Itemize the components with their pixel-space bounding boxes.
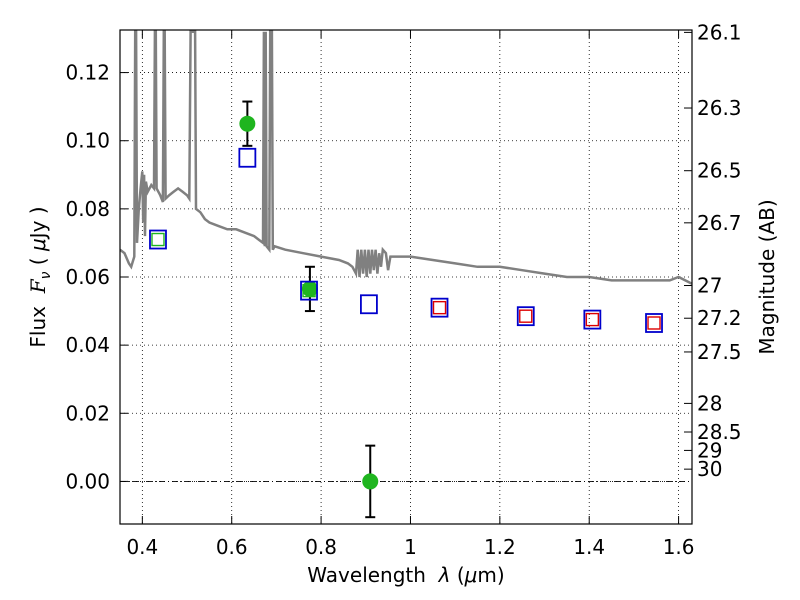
x-axis-label-unit: m) (477, 563, 504, 587)
y-tick-label: 0.00 (65, 469, 110, 493)
y-tick-label: 0.10 (65, 129, 110, 153)
model-square (583, 309, 602, 330)
model-square-inner (151, 232, 165, 247)
y2-tick-label: 26.1 (697, 20, 742, 44)
y-tick-label: 0.02 (65, 401, 110, 425)
model-square-inner (519, 309, 533, 323)
model-square (149, 229, 167, 250)
y-tick-label: 0.12 (65, 61, 110, 85)
y-axis-label-var: F (26, 278, 50, 294)
y-axis-label-mid: ( (26, 251, 50, 272)
model-square (516, 306, 535, 327)
observed-point (362, 473, 379, 490)
y-axis-label-sub: ν (38, 271, 54, 279)
data-points (149, 100, 663, 519)
y2-tick-label: 28.5 (697, 420, 742, 444)
model-square-inner (432, 300, 447, 315)
y-axis-label-prefix: Flux (26, 293, 50, 347)
x-tick-label: 1.4 (573, 535, 605, 559)
y2-tick-label: 26.5 (697, 159, 742, 183)
observed-point (239, 115, 256, 132)
x-tick-label: 1.6 (663, 535, 695, 559)
y-tick-label: 0.08 (65, 197, 110, 221)
y-tick-label: 0.06 (65, 265, 110, 289)
y-axis-label-mu: μ (26, 238, 50, 252)
model-square (238, 147, 257, 168)
model-square (360, 294, 378, 315)
y-axis-label: Flux Fν ( μJy ) (26, 206, 54, 347)
x-axis-label-mu: μ (464, 563, 478, 587)
y2-tick-label: 29 (697, 438, 722, 462)
x-tick-label: 0.6 (216, 535, 248, 559)
y-tick-label: 0.04 (65, 333, 110, 357)
x-tick-label: 1 (404, 535, 417, 559)
x-tick-label: 0.8 (305, 535, 337, 559)
model-square-inner (585, 312, 600, 327)
model-spectrum (120, 30, 692, 285)
y2-tick-label: 27.2 (697, 306, 742, 330)
x-axis-label: Wavelength λ (μm) (307, 563, 504, 587)
y2-tick-label: 28 (697, 391, 722, 415)
x-axis-label-var: λ (438, 563, 451, 587)
model-square (645, 313, 663, 333)
model-square (430, 297, 449, 318)
model-square-inner (302, 283, 316, 298)
grid-lines (120, 30, 692, 524)
y2-tick-label: 27.5 (697, 340, 742, 364)
y2-axis-label: Magnitude (AB) (755, 199, 779, 354)
spectrum-line (120, 30, 692, 285)
y2-tick-label: 27 (697, 274, 722, 298)
y2-tick-label: 30 (697, 457, 722, 481)
y-axis-label-unit: Jy ) (26, 206, 50, 240)
x-tick-label: 0.4 (126, 535, 158, 559)
model-square (300, 280, 318, 301)
x-axis-label-mid: ( (451, 563, 465, 587)
plot-frame (119, 29, 693, 525)
model-square-inner (647, 316, 661, 330)
x-axis-label-prefix: Wavelength (307, 563, 438, 587)
x-tick-label: 1.2 (484, 535, 516, 559)
axis-ticks: 0.4 0.6 0.8 1 1.2 1.4 1.6 0.00 0.02 0.04 0.06 0.08 0… (65, 20, 741, 559)
y2-tick-label: 26.3 (697, 96, 742, 120)
y2-tick-label: 26.7 (697, 211, 742, 235)
